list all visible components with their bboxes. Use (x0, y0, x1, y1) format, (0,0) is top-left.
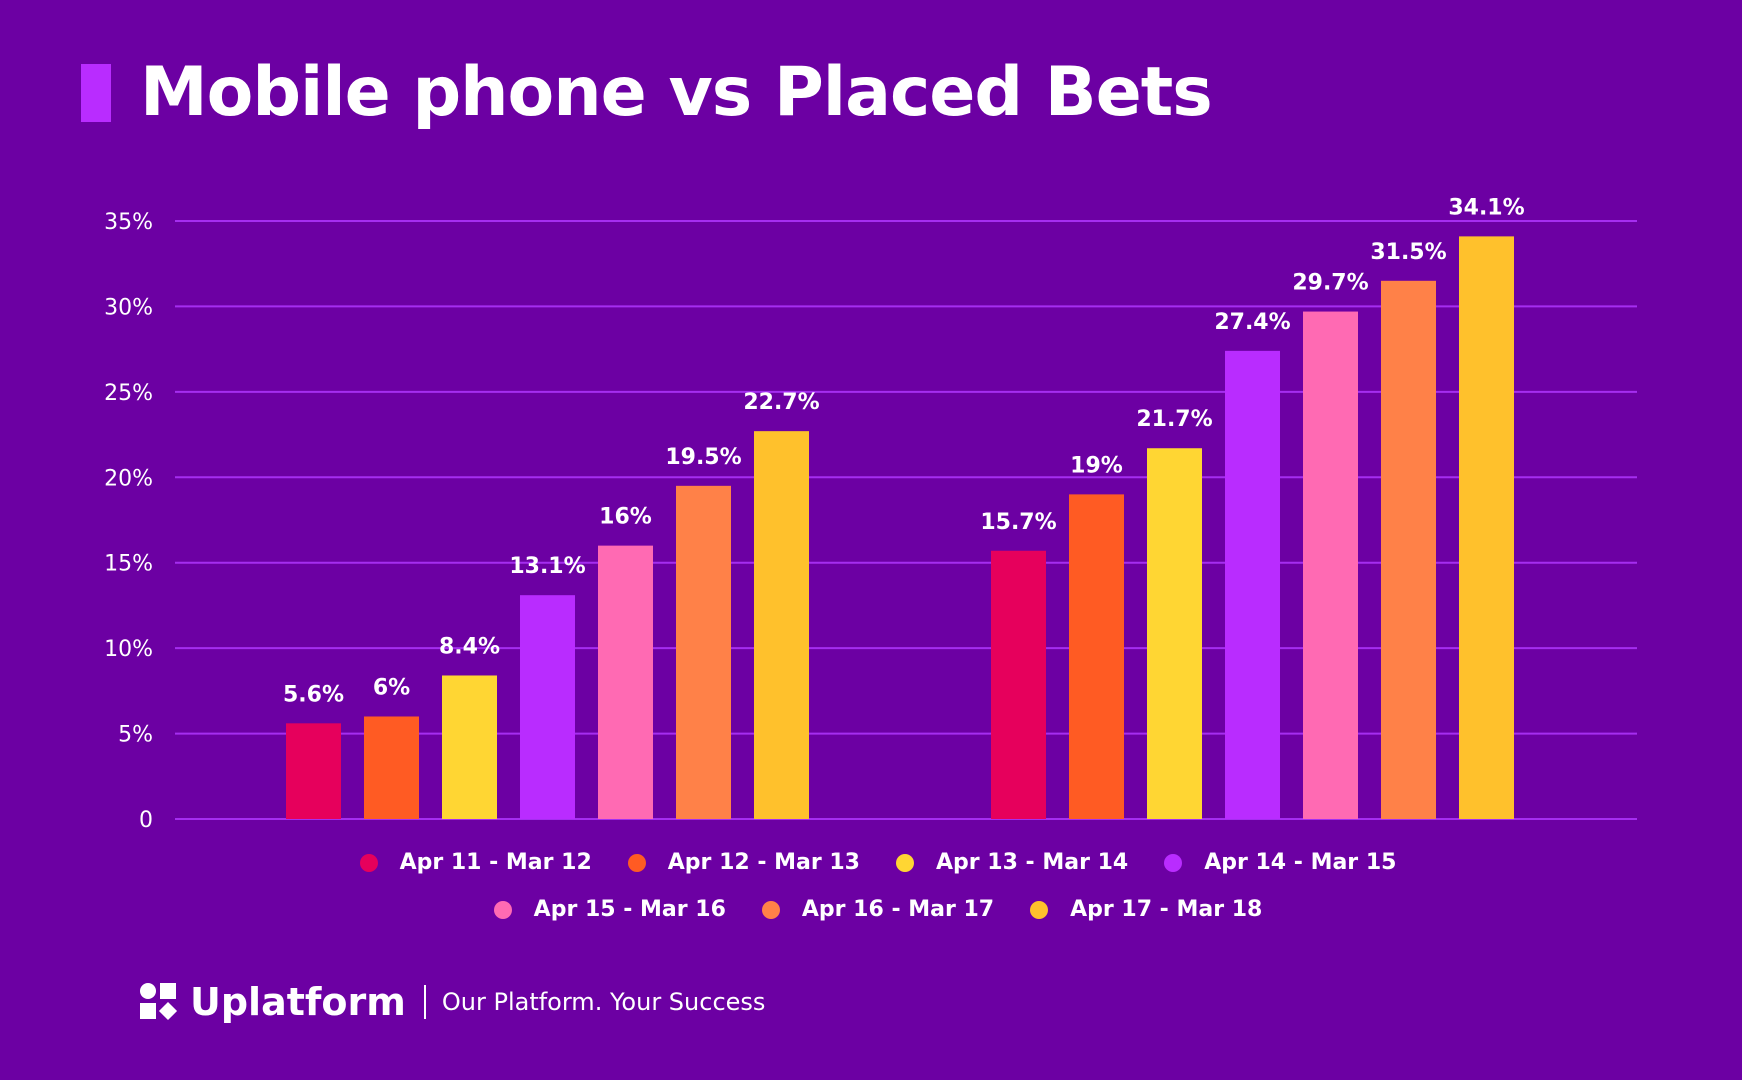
bar (520, 595, 575, 819)
y-tick-label: 10% (104, 637, 153, 662)
uplatform-logo-icon (140, 983, 178, 1021)
bar-value-label: 27.4% (1214, 310, 1290, 335)
y-tick-label: 0 (139, 808, 153, 833)
legend-dot-icon (1030, 900, 1049, 919)
bar-value-label: 29.7% (1292, 271, 1368, 296)
brand-name: Uplatform (190, 980, 406, 1024)
legend-dot-icon (627, 853, 646, 872)
bar (1381, 280, 1436, 819)
bar (1069, 494, 1124, 819)
legend-item: Apr 12 - Mar 13 (627, 850, 860, 875)
bar (1303, 311, 1358, 819)
footer-divider (423, 985, 426, 1019)
y-tick-label: 25% (104, 381, 153, 406)
chart-title: Mobile phone vs Placed Bets (140, 53, 1213, 132)
bar-value-label: 19% (1070, 453, 1123, 478)
bar-value-label: 31.5% (1370, 240, 1446, 265)
bar-chart: 0 5% 10% 15% 20% 25% 30% 35% 5.6% 15.7% 6% 19% 8.4% 2… (104, 195, 1637, 833)
bar (676, 485, 731, 819)
bar-value-label: 6% (373, 675, 410, 700)
bar (598, 545, 653, 819)
legend-row: Apr 11 - Mar 12 Apr 12 - Mar 13 Apr 13 - M… (0, 850, 1742, 875)
legend-item: Apr 16 - Mar 17 (761, 897, 995, 922)
tagline: Our Platform. Your Success (441, 988, 766, 1016)
y-tick-label: 15% (104, 552, 153, 577)
legend-dot-icon (896, 853, 914, 872)
legend-dot-icon (359, 853, 378, 872)
legend-label: Apr 17 - Mar 18 (1070, 897, 1263, 922)
legend-item: Apr 14 - Mar 15 (1164, 850, 1396, 875)
bar-value-label: 15.7% (980, 510, 1056, 535)
legend-label: Apr 16 - Mar 17 (801, 897, 995, 922)
footer: Uplatform Our Platform. Your Success (140, 980, 765, 1024)
legend-dot-icon (761, 900, 780, 919)
title-accent-bar (81, 64, 111, 122)
y-tick-label: 5% (118, 723, 153, 748)
bar-value-label: 5.6% (283, 682, 344, 707)
bar-value-label: 22.7% (743, 390, 819, 415)
legend-item: Apr 11 - Mar 12 (359, 850, 592, 875)
legend-label: Apr 13 - Mar 14 (936, 850, 1129, 875)
legend-item: Apr 13 - Mar 14 (896, 850, 1128, 875)
bar-value-label: 21.7% (1136, 407, 1212, 432)
bar (991, 550, 1046, 819)
bar (754, 431, 809, 819)
bar (1459, 236, 1514, 819)
legend-label: Apr 14 - Mar 15 (1204, 850, 1397, 875)
bar (1147, 448, 1202, 819)
y-tick-label: 20% (104, 466, 153, 491)
bar-value-label: 34.1% (1448, 195, 1524, 220)
bar (286, 723, 341, 819)
legend-dot-icon (1164, 853, 1183, 872)
y-tick-label: 35% (104, 210, 153, 235)
legend-label: Apr 15 - Mar 16 (533, 897, 726, 922)
bar-value-label: 19.5% (665, 445, 741, 470)
legend: Apr 11 - Mar 12 Apr 12 - Mar 13 Apr 13 - M… (0, 850, 1742, 944)
bar (1225, 350, 1280, 819)
legend-item: Apr 15 - Mar 16 (493, 897, 726, 922)
legend-dot-icon (493, 900, 512, 919)
bar (364, 716, 419, 819)
bar-value-label: 16% (599, 505, 652, 530)
legend-row: Apr 15 - Mar 16 Apr 16 - Mar 17 Apr 17 - M… (0, 897, 1742, 922)
legend-item: Apr 17 - Mar 18 (1030, 897, 1262, 922)
legend-label: Apr 12 - Mar 13 (667, 850, 860, 875)
legend-label: Apr 11 - Mar 12 (399, 850, 592, 875)
y-tick-label: 30% (104, 295, 153, 320)
bar-value-label: 8.4% (439, 634, 500, 659)
bar-value-label: 13.1% (509, 554, 585, 579)
bar (442, 675, 497, 819)
